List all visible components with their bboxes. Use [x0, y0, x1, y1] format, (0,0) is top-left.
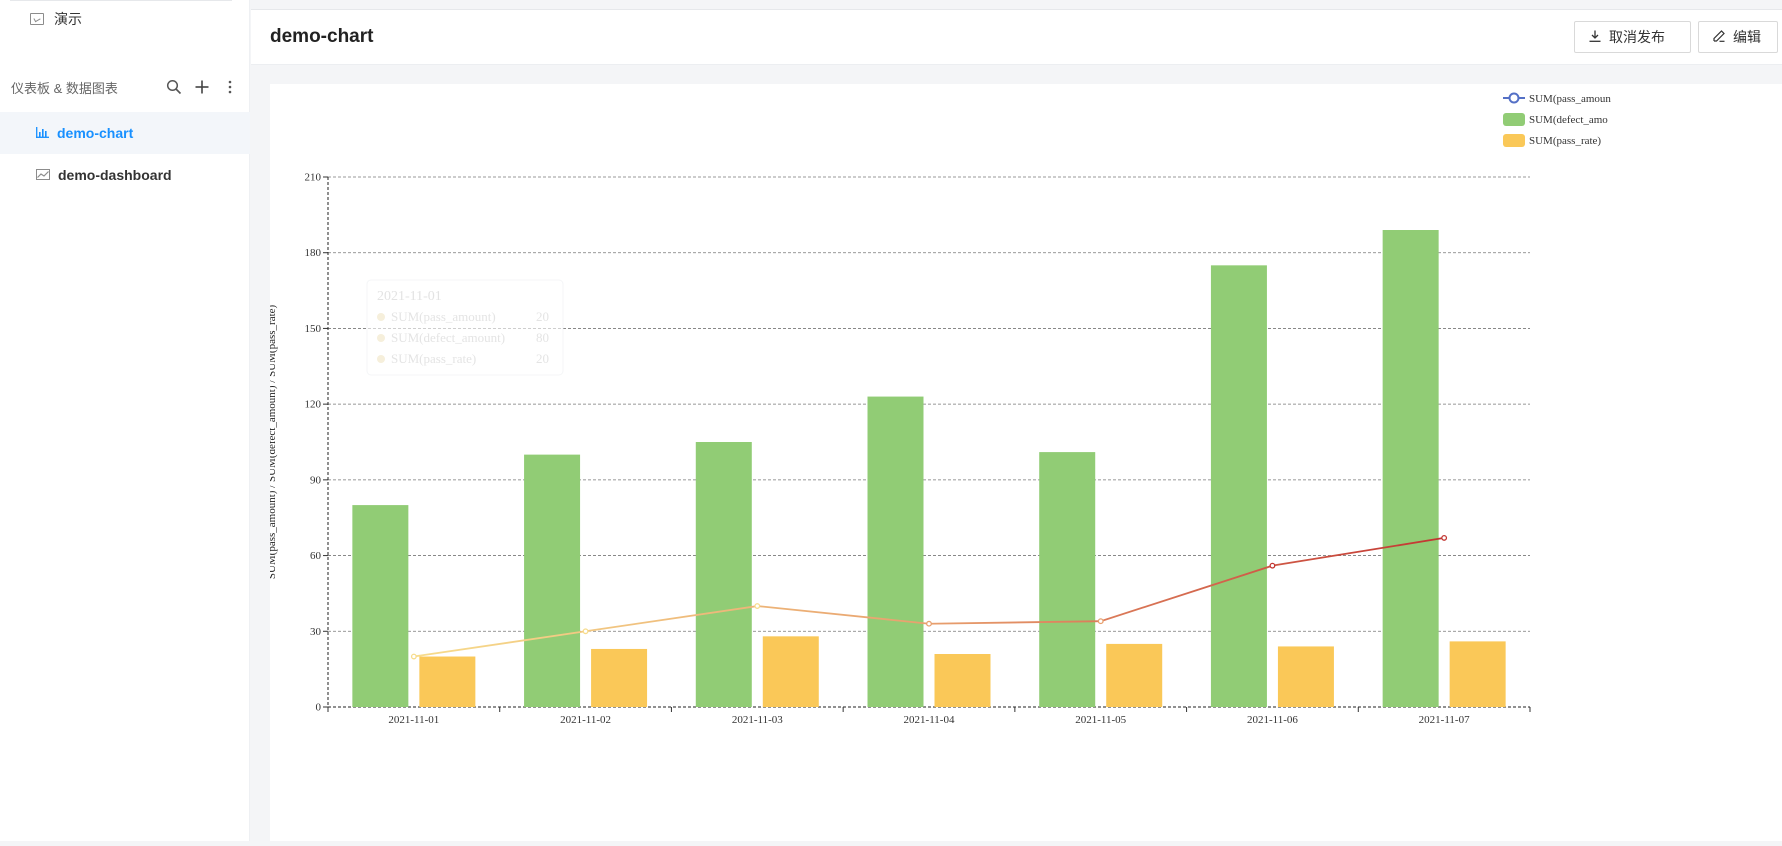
legend-label: SUM(defect_amo: [1529, 114, 1608, 126]
edit-button[interactable]: 编辑: [1698, 21, 1778, 53]
more-vertical-icon[interactable]: [221, 78, 239, 96]
unpublish-label: 取消发布: [1609, 29, 1665, 45]
sidebar-item-presentation[interactable]: 演示: [30, 8, 82, 30]
x-tick-label: 2021-11-03: [732, 714, 783, 726]
bar: [1277, 646, 1334, 707]
tooltip-value: 20: [536, 351, 549, 366]
y-tick-label: 120: [305, 399, 322, 411]
y-tick-label: 150: [305, 323, 322, 335]
line-point: [410, 653, 417, 660]
y-axis-title: SUM(pass_amount) / SUM(defect_amount) / …: [270, 304, 278, 579]
bar: [419, 656, 476, 707]
area-chart-icon: [36, 167, 50, 183]
bar: [695, 442, 752, 707]
bar: [867, 396, 924, 707]
bar: [934, 654, 991, 707]
section-title: 仪表板 & 数据图表: [11, 80, 118, 96]
presentation-icon: [30, 13, 44, 25]
x-tick-label: 2021-11-07: [1419, 714, 1470, 726]
sidebar: 演示 仪表板 & 数据图表 demo-chart demo-dashboard: [0, 0, 250, 841]
unpublish-button[interactable]: 取消发布: [1574, 21, 1691, 53]
sidebar-item-label: 演示: [54, 11, 82, 27]
sidebar-item-label: demo-chart: [57, 125, 134, 141]
y-tick-label: 90: [310, 474, 322, 486]
y-tick-label: 210: [305, 172, 322, 184]
line-point: [1269, 562, 1276, 569]
bar: [352, 505, 409, 707]
x-tick-label: 2021-11-01: [388, 714, 439, 726]
y-tick-label: 30: [310, 626, 322, 638]
page-header: demo-chart 取消发布 编辑: [251, 9, 1782, 65]
legend-bar-swatch: [1503, 113, 1525, 126]
bar: [1382, 230, 1439, 707]
line-point: [926, 620, 932, 627]
tooltip-series-name: SUM(defect_amount): [391, 330, 505, 345]
tooltip-value: 20: [536, 309, 549, 324]
sidebar-item-label: demo-dashboard: [58, 167, 172, 183]
legend-label: SUM(pass_amoun: [1529, 93, 1611, 105]
tooltip-marker: [377, 313, 385, 321]
chart-panel: 0 30 60 90 120 150 180 210 SUM(pass_amount) / SU…: [266, 84, 1782, 841]
x-tick-label: 2021-11-05: [1075, 714, 1126, 726]
legend-line-marker: [1508, 92, 1520, 104]
line-point: [1441, 534, 1448, 541]
sidebar-item-demo-dashboard[interactable]: demo-dashboard: [0, 154, 250, 196]
tooltip-box: [366, 279, 564, 376]
sidebar-item-demo-chart[interactable]: demo-chart: [0, 112, 250, 154]
tooltip-marker: [377, 355, 385, 363]
bar: [1106, 643, 1163, 707]
search-icon[interactable]: [165, 78, 183, 96]
x-tick-label: 2021-11-04: [904, 714, 955, 726]
tooltip-value: 80: [536, 330, 549, 345]
dashboard-section-header: 仪表板 & 数据图表: [11, 76, 239, 98]
tooltip-marker: [377, 334, 385, 342]
bar: [591, 648, 648, 707]
x-tick-label: 2021-11-02: [560, 714, 611, 726]
plus-icon[interactable]: [193, 78, 211, 96]
legend-label: SUM(pass_rate): [1529, 135, 1601, 147]
y-tick-label: 0: [316, 702, 322, 714]
line-point: [754, 603, 761, 609]
y-tick-label: 180: [305, 247, 322, 259]
download-icon: [1589, 29, 1601, 45]
bar: [1039, 452, 1096, 707]
chart-canvas[interactable]: 0 30 60 90 120 150 180 210 SUM(pass_amount) / SU…: [266, 84, 1782, 841]
tooltip-title: 2021-11-01: [377, 289, 442, 304]
tooltip-series-name: SUM(pass_amount): [391, 309, 496, 324]
bar-chart-icon: [36, 125, 49, 141]
line-point: [582, 628, 589, 635]
y-tick-label: 60: [310, 550, 322, 562]
edit-icon: [1713, 29, 1725, 45]
legend-bar-swatch: [1503, 134, 1525, 147]
bar: [524, 454, 581, 707]
bar: [762, 636, 819, 707]
bar: [1210, 265, 1267, 707]
sidebar-top-divider: [10, 0, 232, 1]
x-tick-label: 2021-11-06: [1247, 714, 1298, 726]
line-point: [1097, 618, 1104, 625]
bar: [1449, 641, 1506, 707]
page-title: demo-chart: [270, 26, 374, 47]
tooltip-series-name: SUM(pass_rate): [391, 351, 476, 366]
edit-label: 编辑: [1733, 29, 1761, 45]
